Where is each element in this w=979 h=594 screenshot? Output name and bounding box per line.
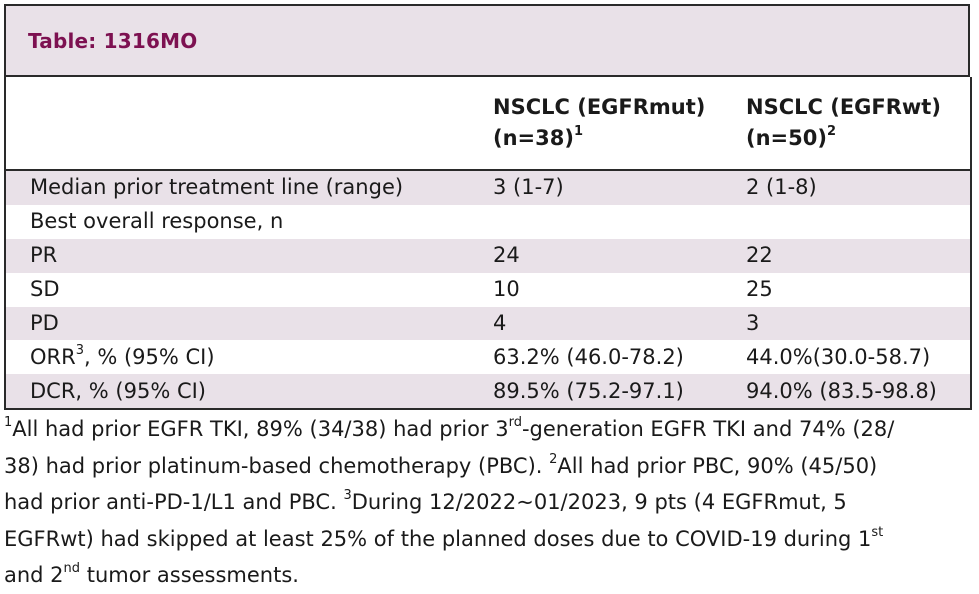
- table-row: Median prior treatment line (range) 3 (1…: [4, 170, 972, 205]
- table-title: Table: 1316MO: [28, 28, 198, 53]
- footnote-sup-rd: rd: [508, 415, 522, 430]
- table-footnote: 1All had prior EGFR TKI, 89% (34/38) had…: [4, 411, 970, 594]
- row-value-egfrwt: 22: [740, 238, 972, 273]
- footnote-text: All had prior PBC, 90% (45/50): [557, 453, 878, 478]
- row-label: SD: [4, 272, 487, 307]
- footnote-line: 38) had prior platinum-based chemotherap…: [4, 448, 970, 485]
- footnote-line: EGFRwt) had skipped at least 25% of the …: [4, 521, 970, 558]
- header-egfrwt-n: (n=50): [746, 126, 827, 150]
- row-value-egfrwt: 94.0% (83.5-98.8): [740, 374, 972, 411]
- table-row: SD 10 25: [4, 272, 972, 307]
- row-label: PR: [4, 238, 487, 273]
- row-value-egfrmut: 10: [493, 277, 520, 302]
- header-row: NSCLC (EGFRmut) (n=38)1 NSCLC (EGFRwt) (…: [4, 77, 972, 171]
- header-egfrwt-line1: NSCLC (EGFRwt): [746, 95, 941, 119]
- data-table: NSCLC (EGFRmut) (n=38)1 NSCLC (EGFRwt) (…: [4, 77, 972, 411]
- row-value-egfrmut: 3 (1-7): [487, 170, 740, 205]
- header-egfrmut-line2: (n=38)1: [493, 123, 740, 154]
- table-row: DCR, % (95% CI) 89.5% (75.2-97.1) 94.0% …: [4, 374, 972, 411]
- row-label: PD: [4, 306, 487, 341]
- row-value-egfrmut: 4: [487, 306, 740, 341]
- footnote-sup-2: 2: [549, 451, 558, 467]
- header-egfrmut: NSCLC (EGFRmut) (n=38)1: [487, 77, 740, 171]
- row-label-text: ORR: [30, 344, 76, 369]
- header-empty-cell: [4, 77, 487, 171]
- footnote-sup-nd: nd: [63, 561, 81, 576]
- row-value-egfrmut: [487, 205, 740, 239]
- footnote-line: 1All had prior EGFR TKI, 89% (34/38) had…: [4, 411, 970, 448]
- footnote-sup-1: 1: [4, 415, 13, 430]
- row-label: ORR3, % (95% CI): [4, 340, 487, 375]
- footnote-line: had prior anti-PD-1/L1 and PBC. 3During …: [4, 484, 970, 521]
- results-table: Table: 1316MO NSCLC (EGFRmut) (n=38)1 NS…: [4, 4, 972, 411]
- header-egfrwt-line2: (n=50)2: [746, 123, 970, 154]
- table-row: Best overall response, n: [4, 204, 972, 239]
- table-title-bar: Table: 1316MO: [4, 4, 970, 77]
- header-egfrwt-sup: 2: [826, 124, 837, 139]
- table-row: PD 4 3: [4, 306, 972, 341]
- footnote-text: All had prior EGFR TKI, 89% (34/38) had …: [12, 417, 509, 441]
- row-value-egfrwt: [740, 204, 972, 239]
- row-label: Best overall response, n: [4, 204, 487, 239]
- footnote-text: and 2: [4, 563, 64, 587]
- row-value-egfrwt: 25: [740, 272, 972, 307]
- footnote-text: EGFRwt) had skipped at least 25% of the …: [4, 526, 872, 551]
- footnote-text: -generation EGFR TKI and 74% (28/: [521, 417, 895, 441]
- footnote-sup-3: 3: [343, 488, 352, 503]
- row-label-sup: 3: [75, 342, 84, 358]
- footnote-text: had prior anti-PD-1/L1 and PBC.: [4, 490, 344, 514]
- table-row: ORR3, % (95% CI) 63.2% (46.0-78.2) 44.0%…: [4, 340, 972, 375]
- footnote-line: and 2nd tumor assessments.: [4, 557, 970, 594]
- row-label: DCR, % (95% CI): [4, 374, 487, 411]
- footnote-text: 38) had prior platinum-based chemotherap…: [4, 453, 550, 478]
- row-value-egfrmut: 63.2% (46.0-78.2): [493, 344, 684, 369]
- header-egfrmut-line1: NSCLC (EGFRmut): [493, 95, 706, 119]
- row-label-rest: , % (95% CI): [84, 344, 215, 369]
- row-value-egfrmut: 89.5% (75.2-97.1): [487, 374, 740, 411]
- footnote-sup-st: st: [871, 524, 884, 540]
- footnote-text: During 12/2022∼01/2023, 9 pts (4 EGFRmut…: [351, 490, 847, 514]
- table-row: PR 24 22: [4, 238, 972, 273]
- footnote-text: tumor assessments.: [80, 563, 299, 587]
- header-egfrmut-sup: 1: [573, 124, 584, 139]
- row-value-egfrwt: 2 (1-8): [740, 170, 972, 205]
- row-value-egfrwt: 3: [740, 306, 972, 341]
- header-egfrmut-n: (n=38): [493, 126, 574, 150]
- row-value-egfrmut: 24: [487, 238, 740, 273]
- row-value-egfrwt: 44.0%(30.0-58.7): [740, 340, 972, 375]
- row-label: Median prior treatment line (range): [4, 170, 487, 205]
- header-egfrwt: NSCLC (EGFRwt) (n=50)2: [740, 77, 972, 171]
